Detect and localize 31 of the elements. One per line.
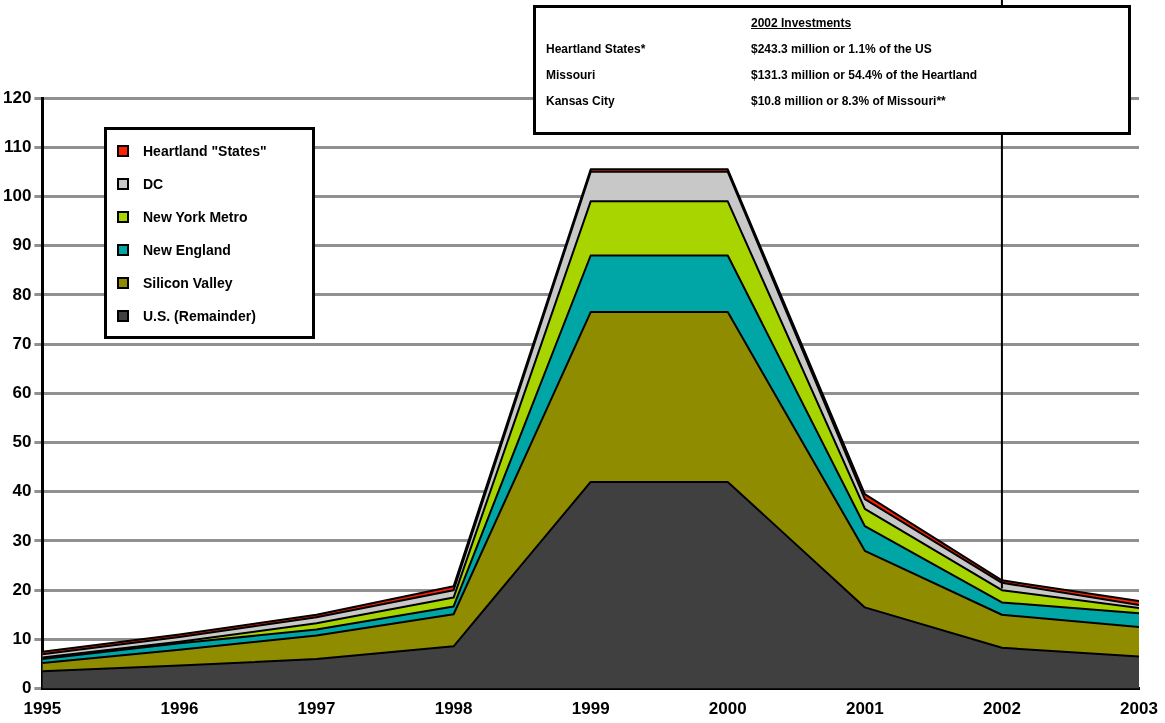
y-tick-label: 0 — [21, 678, 32, 698]
x-tick-label: 1996 — [160, 699, 199, 719]
notes-box: 2002 Investments Heartland States* $243.3 million or 1.1% of the US Missouri $131.3 million or 54.4% of the Heartland Kansas City $10.8 million or 8.3% of Missouri** — [533, 5, 1131, 135]
x-tick-label: 1998 — [434, 699, 473, 719]
y-tick-label: 20 — [12, 579, 32, 599]
legend-label: DC — [143, 175, 164, 192]
annotation: $10.8 million or 8.3% of Missouri** — [751, 94, 946, 108]
annotation: Kansas City — [545, 94, 616, 108]
x-tick-label: 1997 — [297, 699, 336, 719]
x-tick-label: 1999 — [571, 699, 610, 719]
x-tick-label: 2001 — [845, 699, 884, 719]
y-tick-label: 110 — [3, 136, 32, 156]
x-tick-label: 2003 — [1120, 699, 1158, 719]
y-tick-label: 50 — [12, 432, 32, 452]
y-tick-label: 90 — [12, 235, 32, 255]
x-tick-label: 1995 — [23, 699, 62, 719]
y-tick-label: 30 — [12, 530, 32, 550]
legend-label: New York Metro — [143, 208, 248, 225]
legend-label: New England — [143, 241, 231, 258]
x-tick-label: 2000 — [708, 699, 747, 719]
y-tick-label: 120 — [2, 87, 32, 107]
legend-label: U.S. (Remainder) — [143, 307, 256, 324]
y-tick-label: 40 — [12, 481, 32, 501]
y-tick-label: 10 — [12, 629, 32, 649]
x-tick-label: 2002 — [983, 699, 1021, 719]
legend-label: Silicon Valley — [143, 274, 233, 291]
y-tick-label: 60 — [12, 382, 32, 402]
y-tick-label: 70 — [12, 333, 32, 353]
y-tick-label: 100 — [2, 186, 32, 206]
legend-label: Heartland "States" — [143, 142, 267, 159]
y-tick-label: 80 — [12, 284, 32, 304]
